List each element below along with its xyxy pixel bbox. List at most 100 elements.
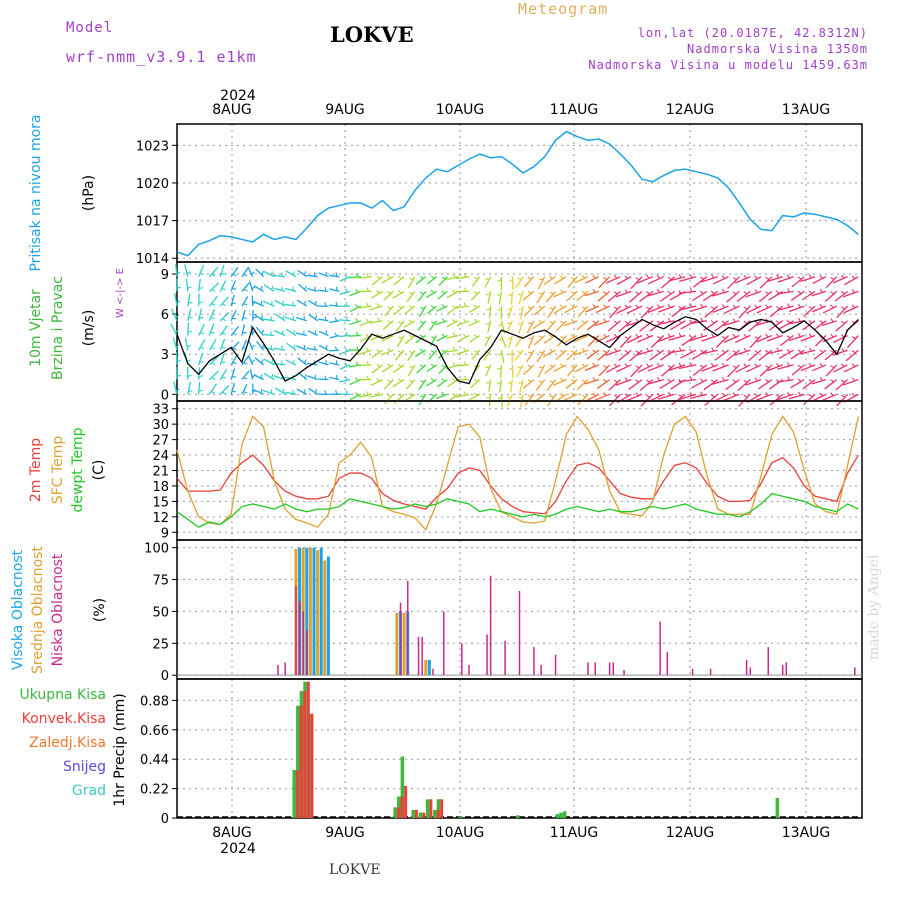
panel-frame-precip <box>176 678 863 819</box>
precip-total-bar <box>425 799 430 818</box>
wind-arrow <box>369 320 383 324</box>
wind-barb <box>397 363 402 368</box>
wind-barb <box>251 286 256 290</box>
wind-barb <box>603 333 607 338</box>
wind-arrow <box>297 283 308 292</box>
wind-arrow <box>678 364 697 370</box>
wind-barb <box>387 306 392 310</box>
cloud-mid-bar <box>395 612 399 676</box>
wind-barb <box>635 350 640 354</box>
wind-arrow <box>700 349 718 355</box>
wind-barb <box>646 306 651 310</box>
wind-barb <box>441 364 446 368</box>
wind-barb <box>678 362 682 367</box>
bottom-date-label: 10AUG <box>436 825 485 841</box>
wind-barb <box>754 377 758 382</box>
wind-barb <box>667 391 671 396</box>
wind-barb <box>260 389 263 394</box>
wind-arrow <box>527 335 535 349</box>
wind-barb <box>441 290 446 294</box>
wind-arrow <box>637 276 654 284</box>
wind-arrow <box>640 393 654 407</box>
wind-barb <box>387 379 392 383</box>
wind-arrow <box>736 290 751 302</box>
wind-arrow <box>605 276 621 284</box>
wind-barb <box>624 320 629 324</box>
wind-arrow <box>339 334 351 338</box>
wind-arrow <box>197 381 201 395</box>
wind-arrow <box>170 323 178 336</box>
wind-arrow <box>545 290 557 303</box>
wind-arrow <box>791 276 805 288</box>
wind-barb <box>743 347 747 352</box>
wind-barb <box>260 374 263 379</box>
precip-total-bar <box>555 813 560 818</box>
wind-barb <box>303 388 306 394</box>
wind-arrow <box>845 349 859 362</box>
precip-ylabel: 1hr Precip (mm) <box>112 693 128 806</box>
wind-barb <box>281 360 283 365</box>
wind-barb <box>324 287 327 292</box>
wind-barb <box>721 275 726 279</box>
wind-barb <box>486 396 491 399</box>
wind-barb <box>689 303 693 308</box>
wind-barb <box>613 394 618 398</box>
wind-arrow <box>799 349 816 355</box>
wind-barb <box>186 271 191 275</box>
wind-arrow <box>811 290 827 297</box>
precip-conv-bar <box>295 769 299 818</box>
wind-arrow <box>522 379 535 390</box>
precip-conv-bar <box>414 809 418 818</box>
wind-arrow <box>381 364 394 373</box>
ytick-label-cloud: 25 <box>152 637 169 652</box>
wind-barb <box>517 336 522 339</box>
wind-barb <box>387 363 391 368</box>
wind-barb <box>787 376 790 381</box>
wind-arrow <box>615 379 632 386</box>
wind-barb <box>721 304 726 309</box>
precip-conv-bar <box>400 796 404 818</box>
wind-barb <box>419 334 424 338</box>
wind-barb <box>808 333 812 338</box>
wind-arrow <box>318 344 329 351</box>
wind-barb <box>819 288 823 293</box>
wind-arrow <box>241 324 246 336</box>
wind-arrow <box>811 378 827 385</box>
wind-barb <box>398 394 403 398</box>
wind-barb <box>175 314 180 319</box>
wind-arrow <box>691 290 708 302</box>
wind-arrow <box>564 305 578 314</box>
wind-barb <box>603 365 608 369</box>
wind-barb <box>397 305 402 309</box>
wind-barb <box>366 302 369 307</box>
wind-barb <box>667 276 672 280</box>
wind-arrow <box>789 305 805 313</box>
wind-arrow <box>426 305 437 315</box>
wind-barb <box>570 304 575 309</box>
wind-barb <box>303 271 307 276</box>
wind-arrow <box>626 305 643 314</box>
wind-arrow <box>778 349 794 360</box>
wind-arrow <box>836 305 849 319</box>
wind-arrow <box>197 308 203 321</box>
wind-barb <box>732 365 737 369</box>
wind-arrow <box>679 276 697 283</box>
wind-barb <box>624 393 629 397</box>
wind-barb <box>222 391 227 395</box>
temp-ylabel-2m: 2m Temp <box>28 438 44 502</box>
precip-total-bar <box>292 769 296 818</box>
wind-arrow <box>187 293 191 307</box>
wind-arrow <box>756 393 773 401</box>
wind-barb <box>851 363 856 368</box>
wind-arrow <box>616 276 632 285</box>
wind-arrow <box>394 393 405 404</box>
wind-barb <box>419 291 425 295</box>
wind-barb <box>851 336 856 340</box>
cloud-unit: (%) <box>92 598 108 622</box>
wind-barb <box>603 291 608 295</box>
wind-arrow <box>274 387 286 395</box>
wind-barb <box>689 319 693 324</box>
wind-arrow <box>711 290 729 297</box>
wind-barb <box>581 306 586 310</box>
wind-barb <box>797 391 801 396</box>
